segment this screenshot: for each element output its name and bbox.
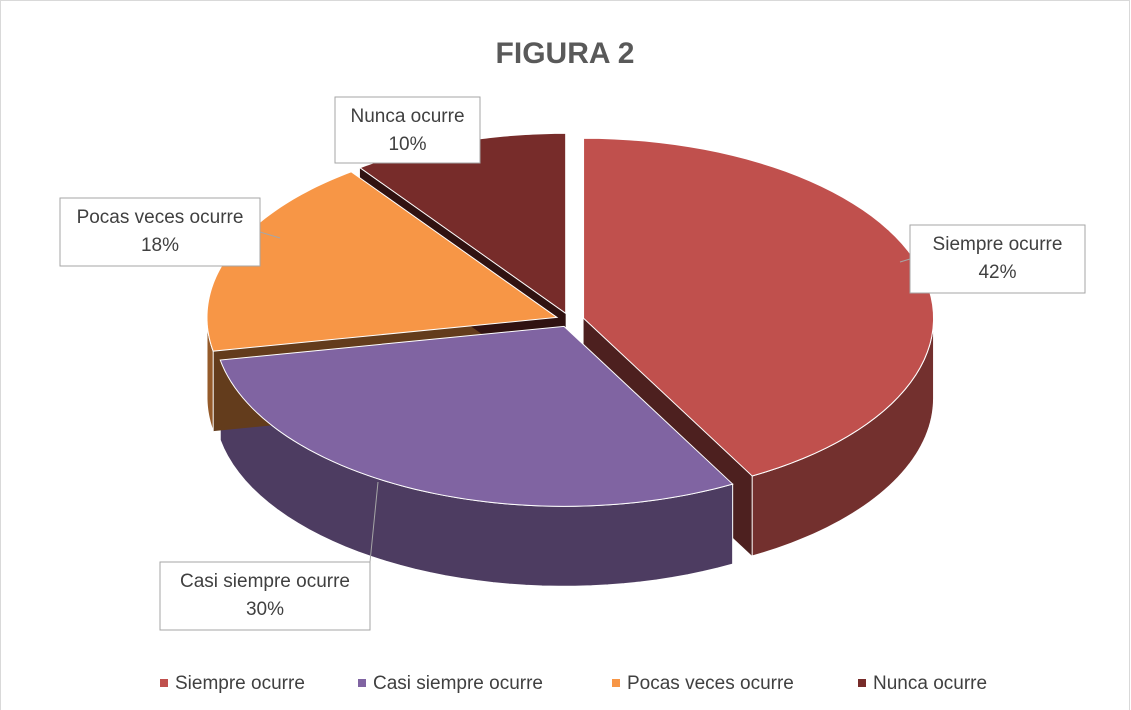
legend-swatch	[612, 679, 620, 687]
leader-line	[899, 258, 911, 263]
data-label-box	[909, 224, 1086, 294]
leader-line	[259, 231, 281, 239]
chart-title: FIGURA 2	[496, 37, 635, 70]
data-label-box	[159, 561, 371, 631]
data-label-name: Pocas veces ocurre	[77, 207, 244, 228]
leader-line	[369, 481, 379, 563]
data-label-value: 10%	[388, 134, 426, 155]
data-label-box	[59, 197, 261, 267]
legend-swatch	[358, 679, 366, 687]
legend-label: Casi siempre ocurre	[373, 673, 543, 694]
data-label-name: Nunca ocurre	[350, 106, 464, 127]
legend-label: Pocas veces ocurre	[627, 673, 794, 694]
slice	[219, 325, 734, 507]
legend-label: Nunca ocurre	[873, 673, 987, 694]
legend-swatch	[160, 679, 168, 687]
data-label-value: 42%	[978, 262, 1016, 283]
data-label-name: Casi siempre ocurre	[180, 571, 350, 592]
data-label-name: Siempre ocurre	[933, 234, 1063, 255]
legend-swatch	[858, 679, 866, 687]
legend-label: Siempre ocurre	[175, 673, 305, 694]
data-label-value: 18%	[141, 235, 179, 256]
data-label-box	[334, 96, 481, 164]
data-label-value: 30%	[246, 599, 284, 620]
